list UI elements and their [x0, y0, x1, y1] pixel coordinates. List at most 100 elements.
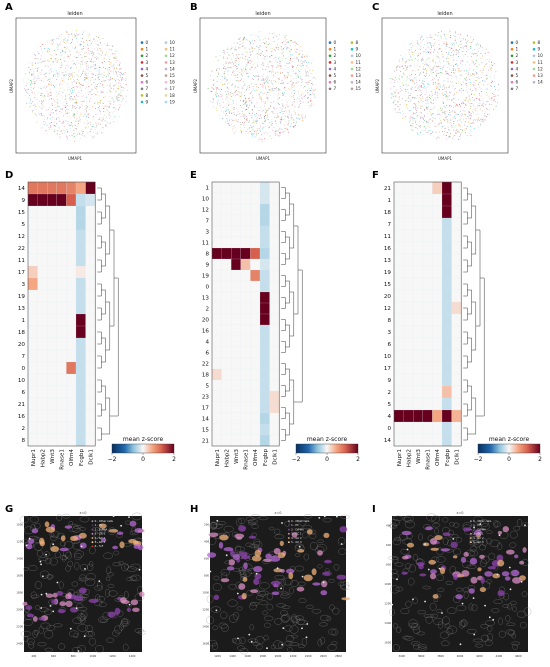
umap-point — [34, 83, 36, 84]
umap-point — [117, 99, 119, 101]
umap-point — [410, 55, 412, 57]
umap-point — [246, 104, 248, 106]
heatmap-cell — [47, 289, 57, 303]
umap-point — [450, 37, 451, 39]
umap-point — [422, 68, 424, 70]
umap-point — [293, 101, 295, 103]
umap-point — [280, 121, 281, 123]
umap-point — [235, 49, 237, 51]
umap-point — [426, 59, 428, 61]
umap-point — [252, 134, 254, 136]
umap-point — [228, 103, 230, 105]
legend-label: 0 - Other cells — [95, 519, 114, 523]
umap-point — [246, 64, 248, 66]
umap-point — [444, 118, 446, 120]
umap-point — [233, 42, 235, 44]
umap-point — [232, 128, 234, 130]
dendrogram-branch — [285, 412, 290, 436]
umap-point — [410, 115, 412, 117]
dendrogram-branch — [293, 269, 303, 403]
umap-point — [256, 45, 258, 47]
legend-label: 17 — [170, 86, 176, 91]
umap-point — [472, 111, 474, 112]
umap-point — [267, 108, 269, 110]
umap-point — [452, 68, 454, 70]
umap-point — [80, 42, 82, 44]
umap-point — [442, 101, 444, 103]
umap-point — [421, 105, 423, 107]
heatmap-cell — [451, 241, 462, 255]
umap-point — [434, 118, 436, 120]
umap-point — [302, 61, 304, 63]
umap-point — [238, 63, 240, 65]
umap-point — [84, 55, 86, 57]
umap-point — [458, 113, 460, 115]
heatmap-row-label: 11 — [202, 241, 210, 247]
heatmap-cell — [250, 192, 261, 205]
umap-point — [107, 75, 109, 77]
umap-point — [72, 129, 74, 131]
umap-point — [288, 121, 290, 123]
umap-point — [281, 79, 283, 81]
highlighted-cell — [133, 544, 141, 549]
umap-point — [284, 77, 286, 79]
umap-point — [276, 46, 278, 48]
umap-point — [58, 127, 60, 129]
umap-point — [287, 83, 289, 85]
umap-point — [420, 125, 422, 127]
umap-point — [422, 60, 424, 61]
umap-point — [69, 73, 71, 75]
umap-point — [302, 96, 304, 98]
umap-point — [301, 78, 303, 80]
legend-swatch — [140, 61, 144, 64]
umap-point — [424, 109, 426, 111]
umap-point — [452, 43, 454, 45]
umap-point — [437, 87, 439, 89]
cell-outline — [58, 581, 64, 589]
heatmap-cell — [393, 205, 404, 219]
umap-point — [76, 32, 78, 34]
umap-point — [233, 112, 235, 114]
heatmap-cell — [451, 253, 462, 267]
umap-point — [211, 91, 213, 93]
umap-point — [66, 32, 68, 34]
umap-point — [61, 49, 63, 51]
umap-point — [81, 51, 82, 53]
umap-point — [284, 44, 286, 46]
umap-point — [94, 64, 96, 65]
umap-point — [495, 71, 497, 73]
umap-point — [292, 82, 294, 84]
umap-point — [57, 60, 59, 62]
umap-point — [84, 128, 86, 129]
umap-point — [456, 113, 458, 115]
umap-point — [59, 87, 61, 89]
dendrogram-branch — [281, 275, 286, 287]
dendrogram-branch — [467, 337, 472, 363]
umap-point — [281, 99, 283, 101]
heatmap-grid — [393, 181, 462, 447]
umap-point — [464, 54, 466, 55]
legend-label: 0 — [334, 40, 337, 45]
heatmap-cell — [422, 385, 433, 399]
cell-outline — [95, 645, 104, 653]
umap-point — [231, 46, 233, 48]
umap-point — [451, 110, 453, 112]
cell-dot — [40, 607, 43, 609]
heatmap-row-label: 9 — [387, 378, 391, 384]
umap-point — [493, 63, 495, 65]
umap-point — [431, 114, 433, 115]
heatmap-cell — [211, 412, 222, 425]
umap-point — [263, 82, 265, 84]
umap-point — [458, 132, 460, 134]
umap-point — [426, 65, 428, 67]
umap-point — [286, 75, 288, 77]
umap-point — [451, 47, 452, 49]
umap-point — [277, 115, 279, 117]
umap-point — [53, 73, 55, 75]
umap-point — [210, 78, 212, 80]
umap-point — [418, 100, 420, 102]
umap-point — [293, 84, 295, 86]
umap-point — [430, 79, 432, 81]
umap-point — [421, 59, 423, 60]
